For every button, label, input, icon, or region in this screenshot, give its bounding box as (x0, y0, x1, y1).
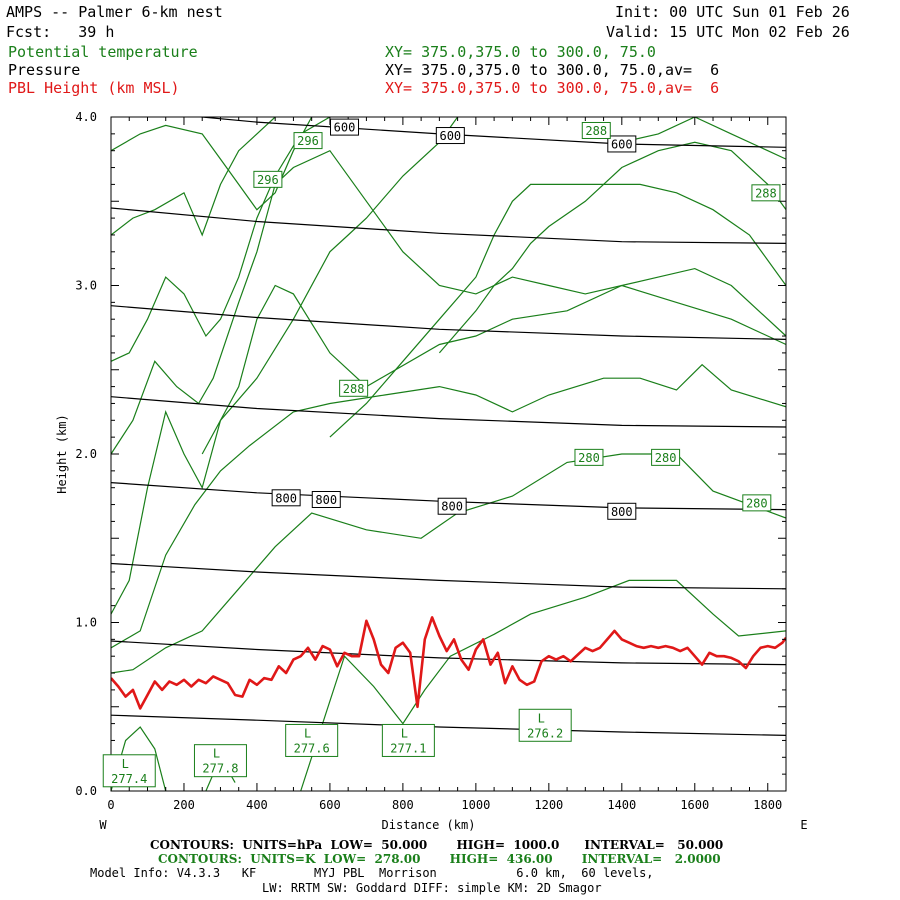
x-tick-label: 400 (246, 798, 268, 812)
pressure-contour-label-box (607, 502, 637, 520)
x-tick-label: 800 (392, 798, 414, 812)
footer-model-info: Model Info: V4.3.3 KF MYJ PBL Morrison 6… (90, 866, 654, 880)
footer-pressure-contours: CONTOURS: UNITS=hPa LOW= 50.000 HIGH= 10… (150, 838, 724, 852)
low-marker-box (518, 708, 572, 742)
x-tick-label: 200 (173, 798, 195, 812)
x-axis-label: Distance (km) (382, 818, 476, 832)
init-time: Init: 00 UTC Sun 01 Feb 26 (615, 3, 850, 21)
theta-contour-label: 296 (257, 173, 279, 187)
y-tick-label: 3.0 (75, 279, 97, 293)
y-tick-label: 1.0 (75, 616, 97, 630)
pressure-contour-label-box (311, 490, 341, 508)
pressure-contour-label-box (330, 118, 360, 136)
theta-contour-label-box (339, 379, 369, 397)
footer-physics-info: LW: RRTM SW: Goddard DIFF: simple KM: 2D… (262, 881, 602, 895)
legend-pbl-label: PBL Height (km MSL) (8, 79, 180, 97)
theta-contour-label: 288 (585, 124, 607, 138)
theta-contour-label-box (742, 494, 772, 512)
y-tick-label: 2.0 (75, 447, 97, 461)
x-tick-label: 1600 (680, 798, 709, 812)
low-marker-box (285, 723, 339, 757)
x-tick-label: 1400 (607, 798, 636, 812)
forecast-hour: Fcst: 39 h (6, 23, 115, 41)
low-marker-box (102, 754, 156, 788)
x-tick-label: 0 (107, 798, 114, 812)
theta-contour-label-box (293, 132, 323, 150)
pressure-contour-label: 800 (441, 500, 463, 514)
east-label: E (800, 818, 807, 832)
plot-frame (110, 116, 787, 792)
pressure-contour-label: 800 (611, 505, 633, 519)
pressure-contour-6 (111, 207, 786, 244)
low-marker-value: 276.2 (527, 726, 563, 740)
theta-contour-288K (111, 117, 331, 362)
theta-contour-290K (201, 117, 459, 455)
legend-pressure-label: Pressure (8, 61, 81, 79)
pressure-contour-label-box (607, 135, 637, 153)
legend-theta-label: Potential temperature (8, 43, 198, 61)
pressure-contour-4 (111, 396, 786, 428)
theta-contour-label: 288 (755, 186, 777, 200)
pbl-height-line (111, 616, 786, 710)
valid-time: Valid: 15 UTC Mon 02 Feb 26 (606, 23, 850, 41)
low-marker-box (193, 744, 247, 778)
theta-contour-298K (111, 117, 276, 237)
theta-contour-278K (300, 579, 786, 791)
theta-contour-label-box (581, 121, 611, 139)
theta-contour-286K (111, 149, 786, 455)
low-marker-value: 277.6 (294, 741, 330, 755)
pressure-contour-label: 800 (275, 491, 297, 505)
theta-contour-label: 288 (343, 382, 365, 396)
theta-contour-284K (111, 284, 786, 615)
theta-contour-label: 280 (746, 496, 768, 510)
pressure-contour-label: 600 (334, 121, 356, 135)
x-tick-label: 1000 (461, 798, 490, 812)
theta-contour-label: 296 (297, 134, 319, 148)
y-axis-label: Height (km) (55, 414, 69, 493)
theta-contour-label-box (253, 170, 283, 188)
low-marker-value: 277.1 (390, 741, 426, 755)
theta-contour-label-box (751, 184, 781, 202)
theta-contour-292K (329, 183, 786, 438)
y-tick-label: 4.0 (75, 110, 97, 124)
pressure-contour-label-box (435, 127, 465, 145)
low-marker-letter: L (304, 726, 311, 740)
theta-contour-label: 280 (655, 451, 677, 465)
legend-theta-xy: XY= 375.0,375.0 to 300.0, 75.0 (385, 43, 656, 61)
west-label: W (99, 818, 107, 832)
low-marker-value: 277.4 (111, 772, 147, 786)
low-marker-letter: L (122, 757, 129, 771)
pressure-contour-5 (111, 305, 786, 340)
theta-contour-280K (111, 453, 786, 674)
pressure-contour-0 (111, 714, 786, 736)
pressure-contour-label: 600 (439, 129, 461, 143)
pressure-contour-label: 800 (315, 493, 337, 507)
theta-contour-label: 280 (578, 451, 600, 465)
pressure-contour-2 (111, 562, 786, 590)
low-marker-letter: L (538, 711, 545, 725)
theta-contour-label-box (574, 448, 604, 466)
pressure-contour-label-box (437, 497, 467, 515)
theta-contour-label-box (651, 448, 681, 466)
y-tick-label: 0.0 (75, 784, 97, 798)
low-marker-letter: L (213, 747, 220, 761)
x-tick-label: 1200 (534, 798, 563, 812)
theta-contour-282K (111, 363, 786, 649)
model-title: AMPS -- Palmer 6-km nest (6, 3, 223, 21)
pressure-contour-label: 600 (611, 137, 633, 151)
theta-contour-296K (111, 117, 313, 211)
theta-contour-294K (438, 141, 786, 354)
low-marker-letter: L (401, 726, 408, 740)
x-tick-label: 1800 (753, 798, 782, 812)
legend-pressure-xy: XY= 375.0,375.0 to 300.0, 75.0,av= 6 (385, 61, 720, 79)
low-marker-value: 277.8 (202, 762, 238, 776)
legend-pbl-xy: XY= 375.0,375.0 to 300.0, 75.0,av= 6 (385, 79, 720, 97)
pressure-contour-label-box (271, 489, 301, 507)
x-tick-label: 600 (319, 798, 341, 812)
pressure-contour-1 (111, 640, 786, 666)
low-marker-box (381, 723, 435, 757)
footer-theta-contours: CONTOURS: UNITS=K LOW= 278.00 HIGH= 436.… (158, 852, 721, 866)
